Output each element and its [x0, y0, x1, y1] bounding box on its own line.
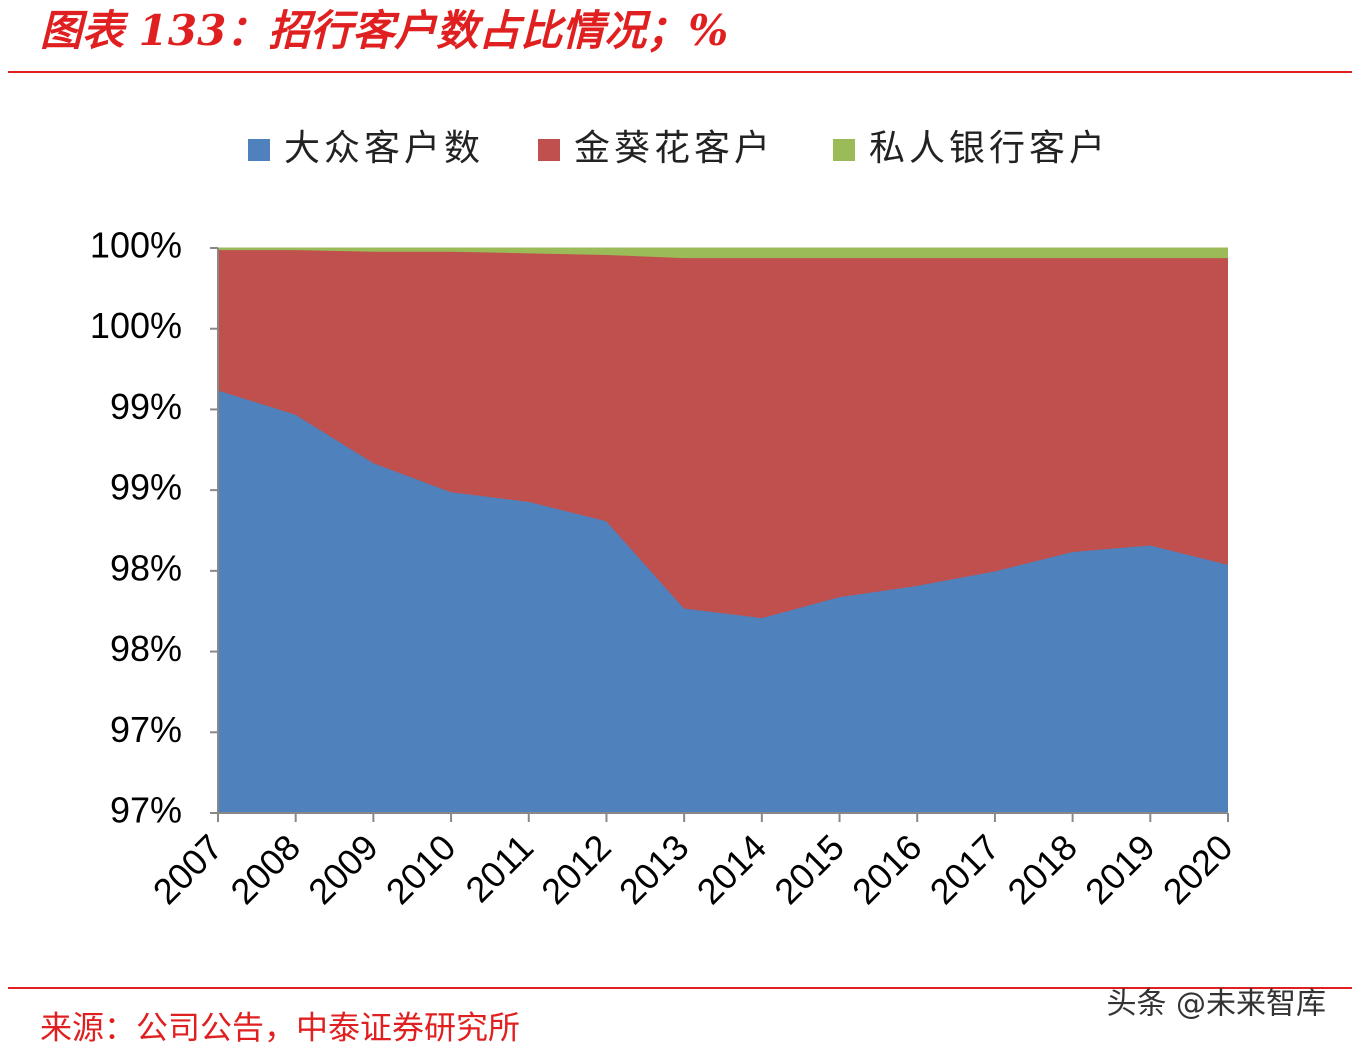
y-tick-label: 99%	[110, 467, 182, 508]
plot-area	[218, 247, 1228, 813]
legend-swatch	[538, 139, 560, 161]
x-tick-label: 2019	[1077, 826, 1163, 912]
x-tick-label: 2013	[611, 826, 697, 912]
y-tick-label: 100%	[90, 225, 182, 266]
watermark: 头条 @未来智库	[1106, 987, 1326, 1022]
x-tick-label: 2016	[844, 826, 930, 912]
y-tick-label: 97%	[110, 790, 182, 831]
x-tick-label: 2015	[766, 826, 852, 912]
x-tick-label: 2018	[999, 826, 1085, 912]
legend-label: 金葵花客户	[574, 128, 774, 169]
legend-label: 大众客户数	[284, 128, 484, 169]
x-tick-label: 2008	[222, 826, 308, 912]
x-tick-label: 2007	[145, 826, 231, 912]
y-tick-label: 100%	[90, 305, 182, 346]
x-tick-label: 2011	[457, 826, 541, 910]
x-tick-label: 2020	[1155, 826, 1241, 912]
y-tick-label: 99%	[110, 386, 182, 427]
y-tick-label: 97%	[110, 709, 182, 750]
x-tick-label: 2014	[689, 826, 775, 912]
x-tick-label: 2009	[300, 826, 386, 912]
chart-title: 图表 133：招行客户数占比情况；%	[40, 6, 728, 55]
source: 来源：公司公告，中泰证券研究所	[40, 1009, 520, 1047]
legend-swatch	[833, 139, 855, 161]
x-tick-label: 2017	[922, 826, 1008, 912]
x-tick-label: 2010	[378, 826, 464, 912]
y-tick-label: 98%	[110, 547, 182, 588]
x-tick-label: 2012	[533, 826, 619, 912]
area	[218, 247, 1228, 259]
legend-label: 私人银行客户	[869, 128, 1109, 169]
y-tick-label: 98%	[110, 628, 182, 669]
legend-swatch	[248, 139, 270, 161]
